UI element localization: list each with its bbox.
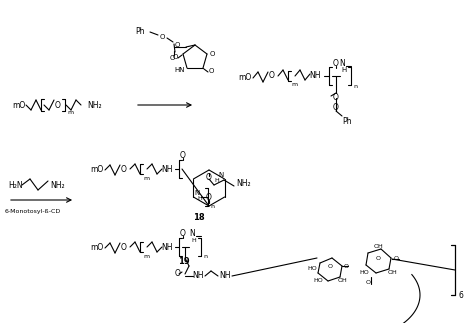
Text: O: O bbox=[333, 93, 339, 102]
Text: Ph: Ph bbox=[135, 27, 145, 36]
Text: OH: OH bbox=[337, 278, 347, 284]
Text: O: O bbox=[394, 256, 398, 262]
Text: 6-Monotosyl-ß-CD: 6-Monotosyl-ß-CD bbox=[5, 210, 61, 214]
Text: H: H bbox=[192, 237, 196, 243]
Text: 18: 18 bbox=[193, 214, 205, 223]
Text: HO: HO bbox=[359, 270, 369, 276]
Text: N: N bbox=[189, 230, 195, 238]
Text: OH: OH bbox=[373, 244, 383, 248]
Text: NH: NH bbox=[161, 164, 173, 173]
Text: O: O bbox=[160, 34, 165, 40]
Text: n: n bbox=[211, 204, 214, 210]
Text: 19: 19 bbox=[178, 257, 190, 266]
Text: O: O bbox=[365, 279, 371, 285]
Text: m: m bbox=[143, 254, 149, 258]
Text: O: O bbox=[169, 55, 175, 61]
Text: NH₂: NH₂ bbox=[87, 100, 101, 109]
Text: O: O bbox=[180, 151, 186, 161]
Text: H: H bbox=[214, 179, 219, 183]
Text: H: H bbox=[197, 196, 202, 202]
Text: NH₂: NH₂ bbox=[51, 181, 65, 190]
Text: O: O bbox=[172, 54, 177, 60]
Text: 6: 6 bbox=[459, 290, 464, 299]
Text: HO: HO bbox=[313, 278, 323, 284]
Text: H: H bbox=[341, 67, 346, 73]
Text: mO: mO bbox=[90, 244, 103, 253]
Text: O: O bbox=[174, 42, 180, 48]
Text: O: O bbox=[121, 243, 127, 252]
Text: m: m bbox=[291, 82, 297, 88]
Text: O: O bbox=[208, 68, 214, 74]
Text: m: m bbox=[67, 110, 73, 116]
Text: O: O bbox=[269, 71, 275, 80]
Text: mO: mO bbox=[90, 165, 103, 174]
Text: NH: NH bbox=[161, 243, 173, 252]
Text: O: O bbox=[344, 264, 348, 268]
Text: O: O bbox=[121, 164, 127, 173]
Text: HN: HN bbox=[175, 67, 185, 73]
Text: n: n bbox=[353, 84, 357, 89]
Text: O: O bbox=[55, 100, 61, 109]
Text: O: O bbox=[333, 59, 339, 68]
Text: O: O bbox=[376, 255, 380, 261]
Text: HO: HO bbox=[307, 266, 317, 270]
Text: O: O bbox=[206, 193, 212, 203]
Text: O: O bbox=[328, 264, 332, 268]
Text: O: O bbox=[206, 173, 212, 182]
Text: mO: mO bbox=[12, 100, 25, 109]
Text: O: O bbox=[209, 51, 215, 57]
Text: NH: NH bbox=[309, 71, 321, 80]
Text: OH: OH bbox=[388, 270, 398, 276]
Text: O: O bbox=[175, 269, 181, 278]
Text: NH: NH bbox=[219, 272, 231, 280]
Text: N: N bbox=[218, 172, 223, 178]
Text: O: O bbox=[333, 103, 339, 112]
Text: m: m bbox=[143, 175, 149, 181]
Text: mO: mO bbox=[238, 74, 251, 82]
Text: n: n bbox=[203, 254, 207, 258]
Text: NH: NH bbox=[192, 272, 204, 280]
Text: O: O bbox=[180, 230, 186, 238]
Text: H₂N: H₂N bbox=[8, 181, 23, 190]
Text: N: N bbox=[339, 59, 345, 68]
Text: N: N bbox=[195, 190, 200, 196]
Text: NH₂: NH₂ bbox=[236, 179, 251, 187]
Text: Ph: Ph bbox=[342, 117, 352, 126]
